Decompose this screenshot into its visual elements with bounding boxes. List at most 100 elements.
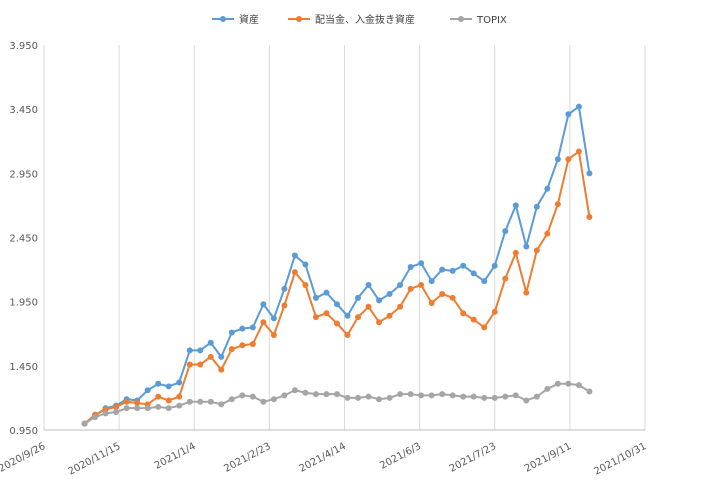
data-point	[323, 289, 330, 296]
data-point	[81, 420, 88, 427]
data-point	[207, 339, 214, 346]
data-point	[312, 391, 319, 398]
data-point	[123, 405, 130, 412]
data-point	[428, 392, 435, 399]
data-point	[386, 290, 393, 297]
data-point	[344, 394, 351, 401]
data-point	[523, 243, 530, 250]
data-point	[575, 103, 582, 110]
data-point	[207, 353, 214, 360]
data-point	[565, 380, 572, 387]
data-point	[260, 319, 267, 326]
data-point	[512, 249, 519, 256]
x-tick-label: 2021/7/23	[448, 441, 498, 475]
data-point	[92, 414, 99, 421]
x-tick-label: 2020/11/15	[66, 441, 122, 478]
data-point	[355, 394, 362, 401]
data-point	[575, 382, 582, 389]
y-tick-label: 3.450	[9, 105, 38, 116]
data-point	[460, 310, 467, 317]
data-point	[239, 325, 246, 332]
data-point	[207, 398, 214, 405]
data-point	[533, 203, 540, 210]
data-point	[197, 361, 204, 368]
data-point	[270, 396, 277, 403]
data-point	[365, 281, 372, 288]
data-point	[491, 308, 498, 315]
data-point	[460, 262, 467, 269]
data-point	[228, 396, 235, 403]
series-line	[83, 105, 591, 425]
data-point	[302, 281, 309, 288]
data-point	[439, 266, 446, 273]
series-1	[81, 103, 593, 427]
data-point	[428, 299, 435, 306]
data-point	[397, 303, 404, 310]
data-point	[312, 314, 319, 321]
legend-swatch-marker	[458, 16, 464, 22]
data-point	[491, 262, 498, 269]
data-point	[270, 332, 277, 339]
data-point	[533, 247, 540, 254]
data-point	[270, 315, 277, 322]
data-point	[565, 111, 572, 118]
data-point	[418, 392, 425, 399]
legend-label: 配当金、入金抜き資産	[315, 13, 415, 26]
data-point	[249, 341, 256, 348]
data-point	[428, 278, 435, 285]
data-point	[144, 387, 151, 394]
data-point	[281, 285, 288, 292]
y-tick-label: 0.950	[9, 426, 38, 437]
data-point	[291, 252, 298, 259]
data-point	[260, 301, 267, 308]
data-point	[355, 294, 362, 301]
data-point	[197, 347, 204, 354]
legend-item: 配当金、入金抜き資産	[288, 13, 415, 26]
data-point	[218, 401, 225, 408]
data-point	[586, 170, 593, 177]
legend-label: TOPIX	[476, 15, 507, 26]
data-point	[302, 261, 309, 268]
data-point	[418, 260, 425, 267]
legend-swatch-marker	[296, 16, 302, 22]
data-point	[155, 403, 162, 410]
data-point	[165, 405, 172, 412]
data-point	[523, 397, 530, 404]
axes: 2020/9/26 2020/11/15 2021/1/4 2021/2/23 2021…	[0, 41, 648, 478]
data-point	[344, 332, 351, 339]
data-point	[376, 319, 383, 326]
grid	[118, 45, 646, 430]
data-point	[554, 156, 561, 163]
data-point	[376, 297, 383, 304]
data-point	[449, 267, 456, 274]
data-point	[439, 391, 446, 398]
data-point	[134, 400, 141, 407]
data-point	[176, 402, 183, 409]
data-point	[407, 391, 414, 398]
data-point	[113, 403, 120, 410]
data-point	[449, 294, 456, 301]
data-point	[512, 392, 519, 399]
data-point	[165, 397, 172, 404]
data-point	[355, 314, 362, 321]
data-point	[333, 391, 340, 398]
data-point	[512, 202, 519, 209]
legend-swatch-marker	[220, 16, 226, 22]
data-point	[523, 289, 530, 296]
x-tick-label: 2021/6/3	[378, 441, 423, 472]
data-point	[239, 342, 246, 349]
data-point	[418, 281, 425, 288]
data-point	[218, 353, 225, 360]
data-point	[260, 398, 267, 405]
data-point	[502, 275, 509, 282]
data-point	[365, 393, 372, 400]
legend-item: TOPIX	[450, 15, 507, 26]
data-point	[386, 394, 393, 401]
data-point	[239, 392, 246, 399]
data-point	[165, 383, 172, 390]
legend-label: 資産	[239, 13, 259, 26]
x-tick-label: 2021/1/4	[153, 441, 198, 472]
data-point	[281, 392, 288, 399]
data-point	[449, 392, 456, 399]
